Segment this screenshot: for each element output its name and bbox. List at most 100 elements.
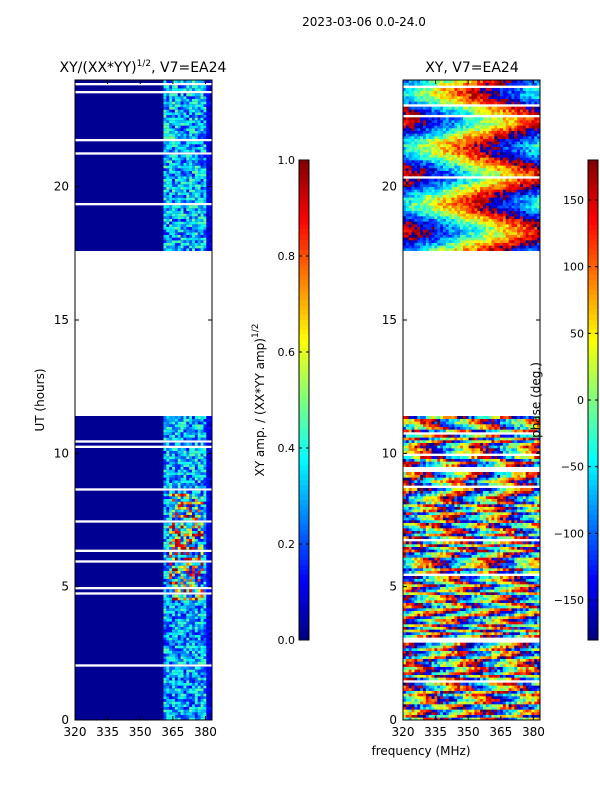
amp-cell (183, 496, 187, 499)
phase-cell (457, 648, 461, 651)
phase-cell (422, 669, 427, 673)
phase-cell (531, 682, 535, 686)
phase-cell (471, 674, 475, 678)
phase-cell (462, 650, 467, 654)
phase-cell (454, 701, 458, 705)
phase-cell (425, 658, 429, 662)
amp-cell (75, 661, 212, 665)
phase-cell (425, 618, 429, 622)
amp-cell (177, 512, 181, 515)
amp-cell (206, 178, 210, 182)
amp-cell (180, 557, 184, 561)
colorbar-segment (299, 580, 309, 586)
amp-cell (180, 242, 184, 246)
amp-cell (183, 157, 187, 161)
amp-cell (209, 642, 213, 646)
phase-cell (505, 696, 509, 699)
amp-cell (186, 688, 190, 691)
amp-cell (177, 114, 181, 118)
amp-cell (75, 189, 212, 193)
amp-cell (172, 120, 176, 123)
amp-cell (192, 224, 196, 227)
phase-cell (440, 709, 444, 713)
phase-cell (477, 674, 481, 678)
amp-cell (163, 80, 167, 83)
phase-cell (442, 674, 447, 678)
phase-cell (445, 618, 449, 622)
amp-cell (189, 533, 193, 537)
phase-cell (494, 608, 498, 611)
amp-cell (197, 640, 201, 643)
amp-cell (75, 168, 212, 171)
phase-cell (434, 709, 438, 713)
phase-cell (474, 650, 478, 654)
amp-cell (169, 480, 173, 483)
phase-cell (417, 656, 421, 659)
amp-cell (189, 621, 193, 625)
phase-cell (497, 688, 501, 691)
phase-cell (534, 690, 538, 694)
phase-cell (465, 693, 469, 697)
phase-cell (422, 616, 427, 619)
phase-cell (531, 616, 535, 619)
amp-cell (180, 221, 184, 225)
amp-cell (169, 98, 173, 102)
phase-cell (471, 608, 475, 611)
phase-cell (420, 618, 424, 622)
colorbar-segment (299, 530, 309, 536)
amp-cell (166, 608, 170, 611)
phase-cell (425, 701, 429, 705)
amp-cell (169, 490, 173, 494)
phase-cell (445, 613, 449, 617)
amp-cell (174, 133, 179, 137)
phase-cell (451, 656, 455, 659)
amp-cell (200, 461, 204, 465)
phase-cell (482, 696, 487, 699)
amp-cell (189, 546, 193, 550)
amp-cell (203, 642, 207, 646)
phase-cell (494, 634, 498, 638)
colorbar-segment (299, 450, 309, 456)
phase-cell (488, 664, 492, 667)
amp-cell (209, 189, 213, 193)
phase-cell (457, 629, 461, 633)
phase-cell (434, 698, 438, 702)
phase-cell (528, 656, 532, 659)
phase-cell (417, 714, 421, 718)
amp-cell (169, 568, 173, 571)
amp-cell (203, 712, 207, 715)
amp-cell (183, 688, 187, 691)
amp-cell (209, 552, 213, 555)
amp-cell (206, 474, 210, 478)
phase-cell (408, 712, 412, 715)
amp-cell (180, 546, 184, 550)
phase-cell (462, 674, 467, 678)
amp-cell (186, 160, 190, 163)
amp-cell (177, 490, 181, 494)
colorbar-segment (299, 460, 309, 466)
amp-cell (197, 120, 201, 123)
amp-cell (180, 581, 184, 585)
amp-cell (75, 149, 212, 153)
phase-cell (434, 608, 438, 611)
amp-cell (75, 530, 212, 534)
amp-cell (183, 80, 187, 83)
amp-cell (206, 181, 210, 185)
amp-cell (183, 693, 187, 697)
phase-cell (460, 632, 464, 635)
amp-cell (180, 538, 184, 542)
amp-cell (166, 125, 170, 129)
amp-cell (194, 605, 199, 609)
amp-cell (180, 576, 184, 579)
phase-cell (434, 632, 438, 635)
phase-cell (528, 610, 532, 614)
amp-cell (174, 712, 179, 715)
amp-cell (180, 114, 184, 118)
phase-cell (511, 653, 515, 657)
phase-cell (494, 618, 498, 622)
amp-cell (169, 154, 173, 158)
phase-cell (482, 701, 487, 705)
amp-cell (180, 101, 184, 105)
amp-cell (194, 552, 199, 555)
phase-cell (485, 629, 489, 633)
